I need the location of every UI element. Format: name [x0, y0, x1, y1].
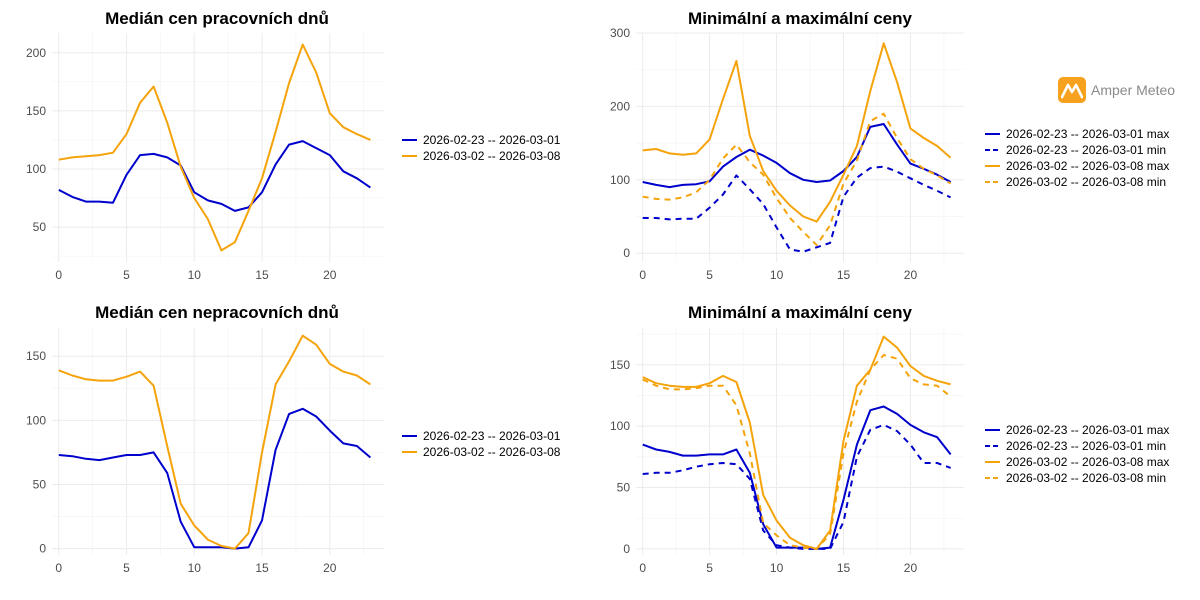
- x-tick-label: 0: [639, 561, 646, 575]
- x-tick-label: 5: [123, 268, 130, 282]
- y-tick-label: 50: [33, 220, 47, 234]
- y-tick-label: 50: [33, 477, 47, 491]
- legend: 2026-02-23 -- 2026-03-01 max 2026-02-23 -…: [985, 423, 1169, 485]
- series-line-2: [642, 165, 952, 253]
- legend-label: 2026-02-23 -- 2026-03-01: [423, 133, 561, 147]
- y-tick-label: 100: [26, 162, 46, 176]
- x-tick-label: 15: [255, 561, 269, 575]
- y-tick-label: 0: [39, 542, 46, 556]
- x-tick-label: 10: [188, 268, 202, 282]
- logo-text: Amper Meteo: [1091, 82, 1176, 98]
- legend-label: 2026-03-02 -- 2026-03-08 min: [1006, 175, 1166, 189]
- x-tick-label: 0: [55, 268, 62, 282]
- chart-title: Medián cen pracovních dnů: [105, 9, 329, 28]
- legend-label: 2026-03-02 -- 2026-03-08: [423, 445, 561, 459]
- series-line-1: [58, 140, 371, 212]
- series-line-1: [642, 123, 952, 189]
- legend: 2026-02-23 -- 2026-03-01 2026-03-02 -- 20…: [402, 429, 561, 459]
- x-tick-label: 20: [904, 561, 918, 575]
- x-tick-label: 10: [188, 561, 202, 575]
- legend-label: 2026-03-02 -- 2026-03-08 max: [1006, 455, 1169, 469]
- x-tick-label: 5: [706, 561, 713, 575]
- chart-title: Minimální a maximální ceny: [688, 9, 912, 28]
- legend: 2026-02-23 -- 2026-03-01 2026-03-02 -- 20…: [402, 133, 561, 163]
- x-tick-label: 10: [770, 268, 784, 282]
- series-line-1: [642, 405, 952, 550]
- y-tick-label: 100: [26, 413, 46, 427]
- y-tick-label: 50: [617, 481, 631, 495]
- x-tick-label: 20: [323, 268, 337, 282]
- x-tick-label: 15: [837, 268, 851, 282]
- y-tick-label: 0: [623, 542, 630, 556]
- y-tick-label: 0: [623, 246, 630, 260]
- y-tick-label: 150: [610, 358, 630, 372]
- series-line-4: [642, 354, 952, 550]
- series-line-4: [642, 112, 952, 247]
- x-tick-label: 0: [639, 268, 646, 282]
- chart-title: Medián cen nepracovních dnů: [95, 303, 339, 322]
- amper-meteo-logo: Amper Meteo: [1058, 77, 1175, 103]
- x-tick-label: 5: [123, 561, 130, 575]
- chart-title: Minimální a maximální ceny: [688, 303, 912, 322]
- legend-label: 2026-03-02 -- 2026-03-08 max: [1006, 159, 1169, 173]
- y-tick-label: 150: [26, 104, 46, 118]
- chart-3: 0 5 10 15 20 0 50 100 150 Medián cen nepracovních…: [26, 303, 561, 575]
- x-tick-label: 10: [770, 561, 784, 575]
- legend-label: 2026-03-02 -- 2026-03-08: [423, 149, 561, 163]
- mountain-logo-icon: [1058, 77, 1086, 103]
- legend-label: 2026-02-23 -- 2026-03-01: [423, 429, 561, 443]
- y-tick-label: 200: [26, 46, 46, 60]
- legend-label: 2026-03-02 -- 2026-03-08 min: [1006, 471, 1166, 485]
- series-line-3: [642, 42, 952, 223]
- x-tick-label: 5: [706, 268, 713, 282]
- x-tick-label: 15: [255, 268, 269, 282]
- y-tick-label: 300: [610, 26, 630, 40]
- series-line-2: [58, 334, 371, 550]
- x-tick-label: 20: [323, 561, 337, 575]
- chart-4: 0 5 10 15 20 0 50 100 150 Minimální a maximální c…: [610, 303, 1169, 575]
- y-tick-label: 150: [26, 349, 46, 363]
- y-tick-label: 100: [610, 419, 630, 433]
- legend-label: 2026-02-23 -- 2026-03-01 max: [1006, 127, 1169, 141]
- x-tick-label: 20: [904, 268, 918, 282]
- legend: 2026-02-23 -- 2026-03-01 max 2026-02-23 -…: [985, 127, 1169, 189]
- legend-label: 2026-02-23 -- 2026-03-01 max: [1006, 423, 1169, 437]
- legend-label: 2026-02-23 -- 2026-03-01 min: [1006, 439, 1166, 453]
- y-tick-label: 200: [610, 99, 630, 113]
- series-line-2: [58, 43, 371, 252]
- y-tick-label: 100: [610, 173, 630, 187]
- chart-1: 0 5 10 15 20 50 100 150 200 Medián cen pracovních…: [26, 9, 561, 282]
- x-tick-label: 15: [837, 561, 851, 575]
- series-line-1: [58, 407, 372, 550]
- x-tick-label: 0: [55, 561, 62, 575]
- series-line-3: [642, 335, 951, 550]
- legend-label: 2026-02-23 -- 2026-03-01 min: [1006, 143, 1166, 157]
- series-line-2: [642, 423, 951, 550]
